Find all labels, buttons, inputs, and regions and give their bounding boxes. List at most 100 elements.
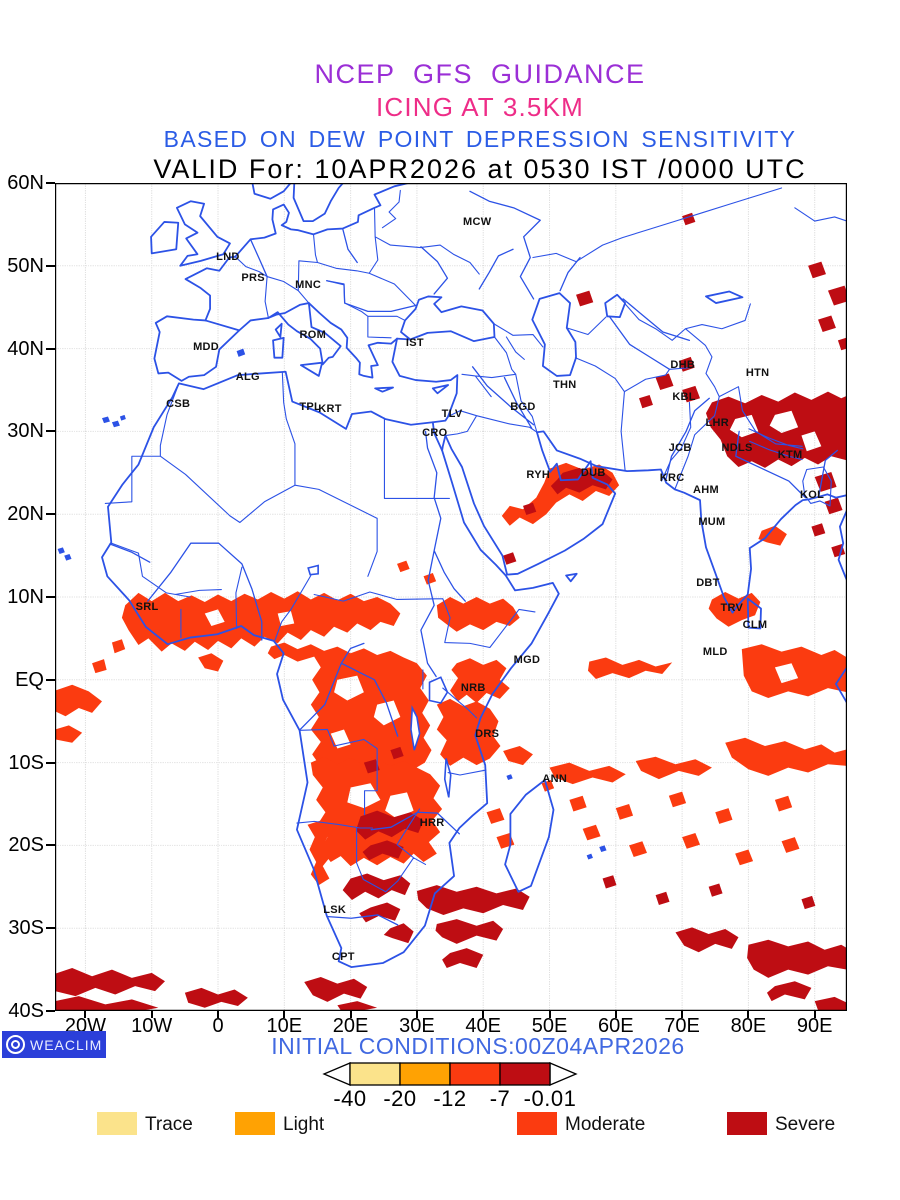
y-axis-label-30S: 30S <box>8 917 44 940</box>
station-label-hrr: HRR <box>419 817 445 830</box>
x-axis-label-10W: 10W <box>131 1015 173 1037</box>
y-axis-tick-10N <box>46 596 55 598</box>
x-axis-tick-50E <box>548 1011 551 1018</box>
subtitle-method: BASED ON DEW POINT DEPRESSION SENSITIVIT… <box>163 126 797 152</box>
colorbar-left-arrow <box>322 1062 351 1086</box>
scale-value-1: -20 <box>383 1086 417 1111</box>
y-axis-label-20N: 20N <box>7 503 44 526</box>
station-label-krt: KRT <box>318 403 342 416</box>
station-label-lsk: LSK <box>323 903 347 916</box>
legend-severe-swatch <box>727 1112 767 1135</box>
x-axis-label-80E: 80E <box>730 1015 767 1037</box>
x-axis-label-70E: 70E <box>664 1015 700 1037</box>
legend-light-swatch <box>235 1112 275 1135</box>
legend-trace-label: Trace <box>145 1114 193 1135</box>
x-axis-tick-80E <box>747 1011 750 1018</box>
station-label-lnd: LND <box>216 250 240 263</box>
station-label-kol: KOL <box>799 489 825 502</box>
page-title: NCEP GFS GUIDANCE <box>314 59 646 89</box>
y-axis-tick-EQ <box>46 678 55 681</box>
y-axis-label-40S: 40S <box>8 1000 44 1022</box>
y-axis-label-60N: 60N <box>7 172 44 194</box>
x-axis-label-30E: 30E <box>399 1015 435 1037</box>
station-label-ryh: RYH <box>526 469 551 482</box>
scale-value-3: -7 <box>489 1086 511 1111</box>
scale-value-0: -40 <box>333 1086 367 1111</box>
station-label-thn: THN <box>552 379 577 392</box>
x-axis-tick-20E <box>349 1011 352 1018</box>
station-label-bgd: BGD <box>510 401 536 414</box>
station-label-prs: PRS <box>241 272 265 285</box>
rivers <box>110 191 837 925</box>
station-label-drs: DRS <box>475 728 500 741</box>
station-label-trv: TRV <box>720 601 744 614</box>
station-label-dhb: DHB <box>670 359 696 372</box>
y-axis-tick-30N <box>46 430 55 433</box>
y-axis-label-20S: 20S <box>8 834 44 857</box>
station-label-mnc: MNC <box>295 278 322 291</box>
station-label-mcw: MCW <box>463 215 492 228</box>
station-label-srl: SRL <box>135 600 159 613</box>
station-label-rom: ROM <box>299 329 327 342</box>
icing-moderate-regions <box>55 462 847 886</box>
station-label-kbl: KBL <box>672 390 696 403</box>
y-axis-label-40N: 40N <box>7 337 44 360</box>
legend-severe-label: Severe <box>775 1114 836 1135</box>
x-axis-label-50E: 50E <box>531 1015 568 1037</box>
legend-light-label: Light <box>283 1114 325 1135</box>
x-axis-tick-0 <box>217 1011 219 1018</box>
x-axis-tick-90E <box>813 1011 816 1018</box>
x-axis-label-0: 0 <box>212 1015 224 1037</box>
colorbar-right-arrow <box>549 1062 578 1086</box>
x-axis-tick-30E <box>415 1011 418 1018</box>
y-axis-tick-60N <box>46 182 55 184</box>
station-label-mdd: MDD <box>193 340 220 353</box>
station-label-tlv: TLV <box>441 408 463 420</box>
station-label-mum: MUM <box>698 515 726 528</box>
station-label-ahm: AHM <box>692 484 719 497</box>
y-axis-tick-30S <box>46 927 55 930</box>
station-label-mgd: MGD <box>513 653 541 666</box>
y-axis-label-30N: 30N <box>7 420 44 443</box>
station-label-lhr: LHR <box>705 417 729 430</box>
country-borders <box>105 188 847 892</box>
station-label-krc: KRC <box>659 471 685 484</box>
y-axis-tick-10S <box>46 761 55 764</box>
station-label-tpl: TPL <box>299 401 321 414</box>
station-label-cro: CRO <box>422 427 448 440</box>
y-axis-tick-20N <box>46 513 55 516</box>
legend-moderate-label: Moderate <box>565 1114 646 1135</box>
x-axis-label-90E: 90E <box>796 1015 833 1037</box>
legend-moderate-swatch <box>517 1112 557 1135</box>
subtitle-level: ICING AT 3.5KM <box>375 92 584 122</box>
x-axis-tick-20W <box>84 1011 87 1018</box>
y-axis-label-EQ: EQ <box>15 668 44 691</box>
y-axis-tick-50N <box>46 264 55 267</box>
logo-ring-icon <box>6 1035 25 1054</box>
colorbar-moderate-swatch <box>449 1062 501 1086</box>
colorbar-trace-swatch <box>349 1062 401 1086</box>
station-label-ktm: KTM <box>777 448 803 461</box>
icing-colorbar <box>322 1062 578 1086</box>
y-axis-tick-20S <box>46 844 55 847</box>
x-axis-tick-70E <box>681 1011 684 1018</box>
x-axis-label-60E: 60E <box>598 1015 634 1037</box>
coastlines <box>57 183 847 967</box>
station-label-alg: ALG <box>235 370 260 383</box>
x-axis-label-20E: 20E <box>332 1015 369 1037</box>
scale-value-2: -12 <box>433 1086 467 1111</box>
initial-conditions-line: INITIAL CONDITIONS:00Z04APR2026 <box>271 1033 685 1059</box>
icing-severe-regions <box>55 212 847 1011</box>
y-axis-tick-40S <box>46 1010 55 1012</box>
x-axis-tick-60E <box>614 1011 617 1018</box>
station-label-dub: DUB <box>580 466 606 479</box>
station-label-mld: MLD <box>702 645 728 658</box>
station-label-nrb: NRB <box>460 682 486 695</box>
y-axis-label-10S: 10S <box>8 751 44 774</box>
colorbar-severe-swatch <box>499 1062 551 1086</box>
station-label-htn: HTN <box>745 366 770 379</box>
colorbar-light-swatch <box>399 1062 451 1086</box>
x-axis-tick-10W <box>150 1011 153 1018</box>
station-label-clm: CLM <box>742 619 768 632</box>
y-axis-label-50N: 50N <box>7 254 44 277</box>
